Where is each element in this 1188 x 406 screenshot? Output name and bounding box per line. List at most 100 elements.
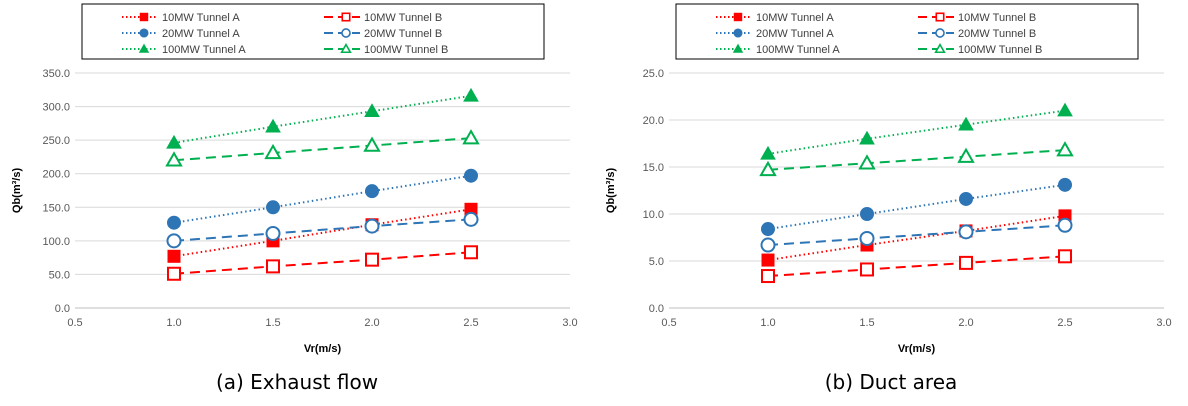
chart-caption: (a) Exhaust flow xyxy=(215,370,379,394)
series xyxy=(166,87,479,149)
y-tick-label: 0.0 xyxy=(649,303,664,315)
legend-item: 10MW Tunnel B xyxy=(918,12,1036,24)
data-point xyxy=(266,200,280,215)
data-point xyxy=(365,184,379,199)
series xyxy=(167,168,478,230)
data-point xyxy=(935,12,945,22)
series-line xyxy=(173,174,472,224)
data-point xyxy=(732,43,744,53)
series-line xyxy=(767,255,1066,278)
data-point xyxy=(957,147,975,163)
legend-label: 10MW Tunnel A xyxy=(162,12,240,24)
data-point xyxy=(761,253,775,267)
data-point xyxy=(463,87,479,102)
legend-item: 10MW Tunnel A xyxy=(716,12,834,24)
y-tick-label: 25.0 xyxy=(643,68,664,80)
series xyxy=(760,217,1073,253)
series xyxy=(761,249,1072,284)
data-point xyxy=(858,154,876,170)
chart-panel-duct-area: 10MW Tunnel A 10MW Tunnel B 20MW Tunnel A 2… xyxy=(594,0,1188,406)
data-point xyxy=(733,28,743,38)
legend-label: 100MW Tunnel A xyxy=(756,44,840,56)
data-point xyxy=(165,151,183,167)
y-tick-label: 15.0 xyxy=(643,162,664,174)
x-tick-label: 1.5 xyxy=(859,317,874,329)
y-tick-label: 50.0 xyxy=(49,269,70,281)
data-point xyxy=(958,116,974,131)
data-point xyxy=(959,191,973,206)
data-point xyxy=(958,224,974,240)
data-point xyxy=(363,136,381,152)
legend-box xyxy=(81,3,545,60)
y-tick-label: 10.0 xyxy=(643,209,664,221)
data-point xyxy=(959,255,973,270)
data-point xyxy=(167,266,181,281)
y-tick-label: 100.0 xyxy=(42,236,70,248)
data-point xyxy=(364,103,380,118)
series-line xyxy=(173,137,472,162)
data-point xyxy=(1057,217,1073,233)
y-tick-label: 5.0 xyxy=(649,256,664,268)
legend-label: 20MW Tunnel B xyxy=(364,28,442,40)
series-line xyxy=(767,214,1066,262)
legend-label: 10MW Tunnel A xyxy=(756,12,834,24)
x-tick-label: 0.5 xyxy=(661,317,676,329)
legend-item: 20MW Tunnel A xyxy=(122,28,240,40)
series-line xyxy=(173,208,472,258)
legend-item: 100MW Tunnel A xyxy=(122,43,246,56)
legend-label: 100MW Tunnel B xyxy=(958,44,1042,56)
x-tick-label: 2.5 xyxy=(1057,317,1072,329)
legend: 10MW Tunnel A 10MW Tunnel B 20MW Tunnel A 2… xyxy=(675,3,1139,60)
data-point xyxy=(1058,177,1072,192)
x-tick-label: 1.0 xyxy=(760,317,775,329)
legend-item: 20MW Tunnel B xyxy=(324,28,442,40)
chart-exhaust-flow: 10MW Tunnel A 10MW Tunnel B 20MW Tunnel A 2… xyxy=(11,3,578,355)
data-point xyxy=(166,233,182,249)
series xyxy=(167,245,478,281)
data-point xyxy=(462,129,480,145)
legend-box xyxy=(675,3,1139,60)
data-point xyxy=(340,43,352,54)
series-line xyxy=(767,183,1066,231)
y-tick-label: 20.0 xyxy=(643,115,664,127)
legend-item: 100MW Tunnel A xyxy=(716,43,840,56)
data-point xyxy=(761,222,775,237)
legend-item: 20MW Tunnel A xyxy=(716,28,834,40)
data-point xyxy=(860,262,874,277)
legend-item: 10MW Tunnel B xyxy=(324,12,442,24)
data-point xyxy=(759,160,777,177)
legend: 10MW Tunnel A 10MW Tunnel B 20MW Tunnel A 2… xyxy=(81,3,545,60)
y-tick-label: 0.0 xyxy=(55,303,70,315)
x-tick-label: 2.0 xyxy=(364,317,379,329)
data-point xyxy=(464,168,478,183)
series xyxy=(165,129,480,167)
legend-label: 100MW Tunnel A xyxy=(162,44,246,56)
series-line xyxy=(173,251,472,275)
series xyxy=(761,209,1072,267)
x-tick-label: 2.5 xyxy=(463,317,478,329)
data-point xyxy=(264,143,282,160)
chart-panel-exhaust-flow: 10MW Tunnel A 10MW Tunnel B 20MW Tunnel A 2… xyxy=(11,3,578,394)
y-tick-label: 300.0 xyxy=(42,102,70,114)
legend-item: 10MW Tunnel A xyxy=(122,12,240,24)
x-tick-label: 1.0 xyxy=(166,317,181,329)
series xyxy=(760,102,1073,160)
data-point xyxy=(1057,102,1073,117)
data-point xyxy=(167,215,181,230)
legend-label: 10MW Tunnel B xyxy=(958,12,1036,24)
x-tick-label: 3.0 xyxy=(1156,317,1171,329)
data-point xyxy=(463,211,479,227)
legend-label: 20MW Tunnel A xyxy=(162,28,240,40)
legend-label: 20MW Tunnel A xyxy=(756,28,834,40)
data-point xyxy=(1058,249,1072,264)
data-point xyxy=(365,252,379,267)
y-axis-label: Qb(m³/s) xyxy=(11,168,23,214)
data-point xyxy=(760,145,776,160)
series xyxy=(759,141,1074,177)
data-point xyxy=(859,130,875,145)
legend-label: 100MW Tunnel B xyxy=(364,44,448,56)
data-point xyxy=(761,269,775,284)
series xyxy=(166,211,479,249)
legend-item: 100MW Tunnel B xyxy=(324,43,448,56)
legend-item: 100MW Tunnel B xyxy=(918,43,1042,56)
